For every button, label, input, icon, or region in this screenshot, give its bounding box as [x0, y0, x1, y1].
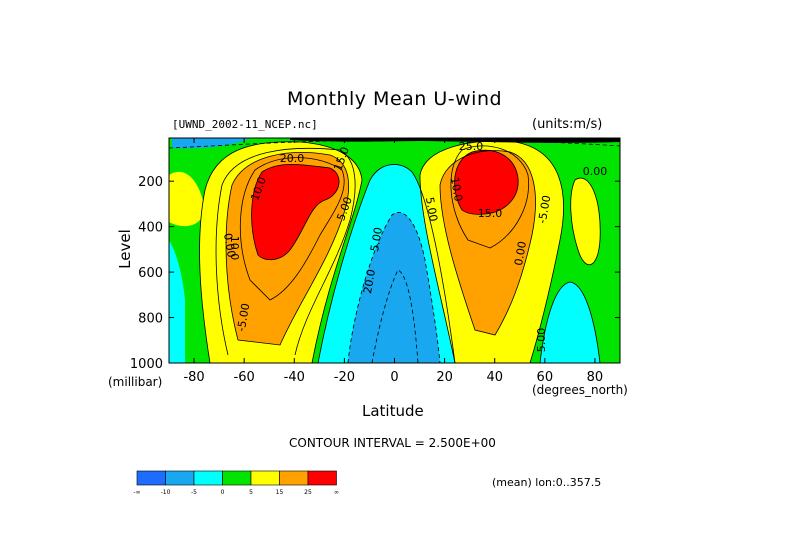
colorbar-label: -5 — [191, 489, 197, 496]
colorbar-swatch — [279, 470, 309, 486]
band-neg5-0-north — [540, 282, 600, 363]
colorbar-swatch — [250, 470, 280, 486]
x-unit-label: (degrees_north) — [532, 383, 628, 397]
stratosphere-crowding — [290, 138, 620, 143]
band-25-plus-south — [251, 164, 340, 260]
x-axis-label: Latitude — [362, 402, 424, 420]
x-tick-label: 40 — [486, 370, 503, 385]
contour-value-label: 25.0 — [459, 140, 484, 153]
y-unit-label: (millibar) — [108, 375, 163, 389]
colorbar-label: 5 — [249, 489, 253, 496]
dataset-label: [UWND_2002-11_NCEP.nc] — [172, 118, 318, 131]
contour-value-label: -5.00 — [536, 194, 554, 224]
x-tick-label: 80 — [587, 370, 604, 385]
colorbar-swatch — [307, 470, 337, 486]
band-5-15-east — [570, 178, 601, 265]
contour-value-label: 10.0 — [448, 176, 465, 202]
mean-label: (mean) lon:0..357.5 — [492, 476, 602, 489]
x-tick-label: 60 — [537, 370, 554, 385]
band-neg10-neg5 — [348, 212, 440, 363]
units-label: (units:m/s) — [532, 117, 603, 132]
contour-value-label: 20.0 — [280, 152, 305, 165]
band-neg5-0-south — [169, 240, 185, 363]
colorbar-label: -10 — [161, 489, 171, 496]
y-axis-ticks: 200 400 600 800 1000 — [130, 175, 620, 372]
x-tick-label: 0 — [390, 370, 398, 385]
colorbar-label: ∞ — [334, 489, 339, 496]
colorbar: -∞ -10 -5 0 5 15 25 ∞ — [133, 470, 339, 496]
x-tick-label: -40 — [284, 370, 305, 385]
colorbar-label: -∞ — [133, 489, 140, 496]
band-5-15-west — [169, 171, 205, 227]
chart-title: Monthly Mean U-wind — [286, 88, 503, 110]
x-tick-label: -80 — [183, 370, 204, 385]
y-tick-label: 200 — [138, 175, 163, 190]
contour-value-label: 0.00 — [512, 240, 529, 266]
x-tick-label: 20 — [436, 370, 453, 385]
contour-interval-label: CONTOUR INTERVAL = 2.500E+00 — [289, 436, 496, 450]
x-tick-label: -60 — [234, 370, 255, 385]
contour-value-label: 5.00 — [535, 328, 548, 353]
contour-value-label: -5.00 — [235, 302, 253, 332]
filled-contours — [169, 138, 620, 363]
colorbar-swatch — [165, 470, 195, 486]
contour-label-group: 20.0 15.010.05.000.00-5.0020.025.015.010.… — [221, 140, 607, 352]
colorbar-swatch — [193, 470, 223, 486]
colorbar-swatch — [222, 470, 252, 486]
y-tick-label: 400 — [138, 221, 163, 236]
y-tick-label: 800 — [138, 312, 163, 327]
x-tick-label: -20 — [334, 370, 355, 385]
y-tick-label: 1000 — [130, 357, 163, 372]
band-25-plus-north — [454, 150, 519, 215]
band-neg10-neg5-top — [172, 138, 250, 149]
contour-value-label: 20.0 — [361, 268, 378, 294]
y-tick-label: 600 — [138, 266, 163, 281]
contour-value-label: 15.0 — [478, 207, 503, 220]
contour-value-label: 0.00 — [221, 232, 238, 258]
colorbar-label: 0 — [221, 489, 225, 496]
contour-value-label: 10.0 — [228, 236, 241, 261]
colorbar-label: 25 — [304, 489, 312, 496]
contour-value-label: 5.00 — [368, 226, 385, 252]
contour-value-label: 0.00 — [583, 165, 608, 178]
contour-value-label: 5.00 — [423, 196, 440, 222]
colorbar-label: 15 — [276, 489, 284, 496]
colorbar-swatch — [136, 470, 166, 486]
x-axis-ticks: -80 -60 -40 -20 0 20 40 60 80 — [183, 138, 603, 385]
